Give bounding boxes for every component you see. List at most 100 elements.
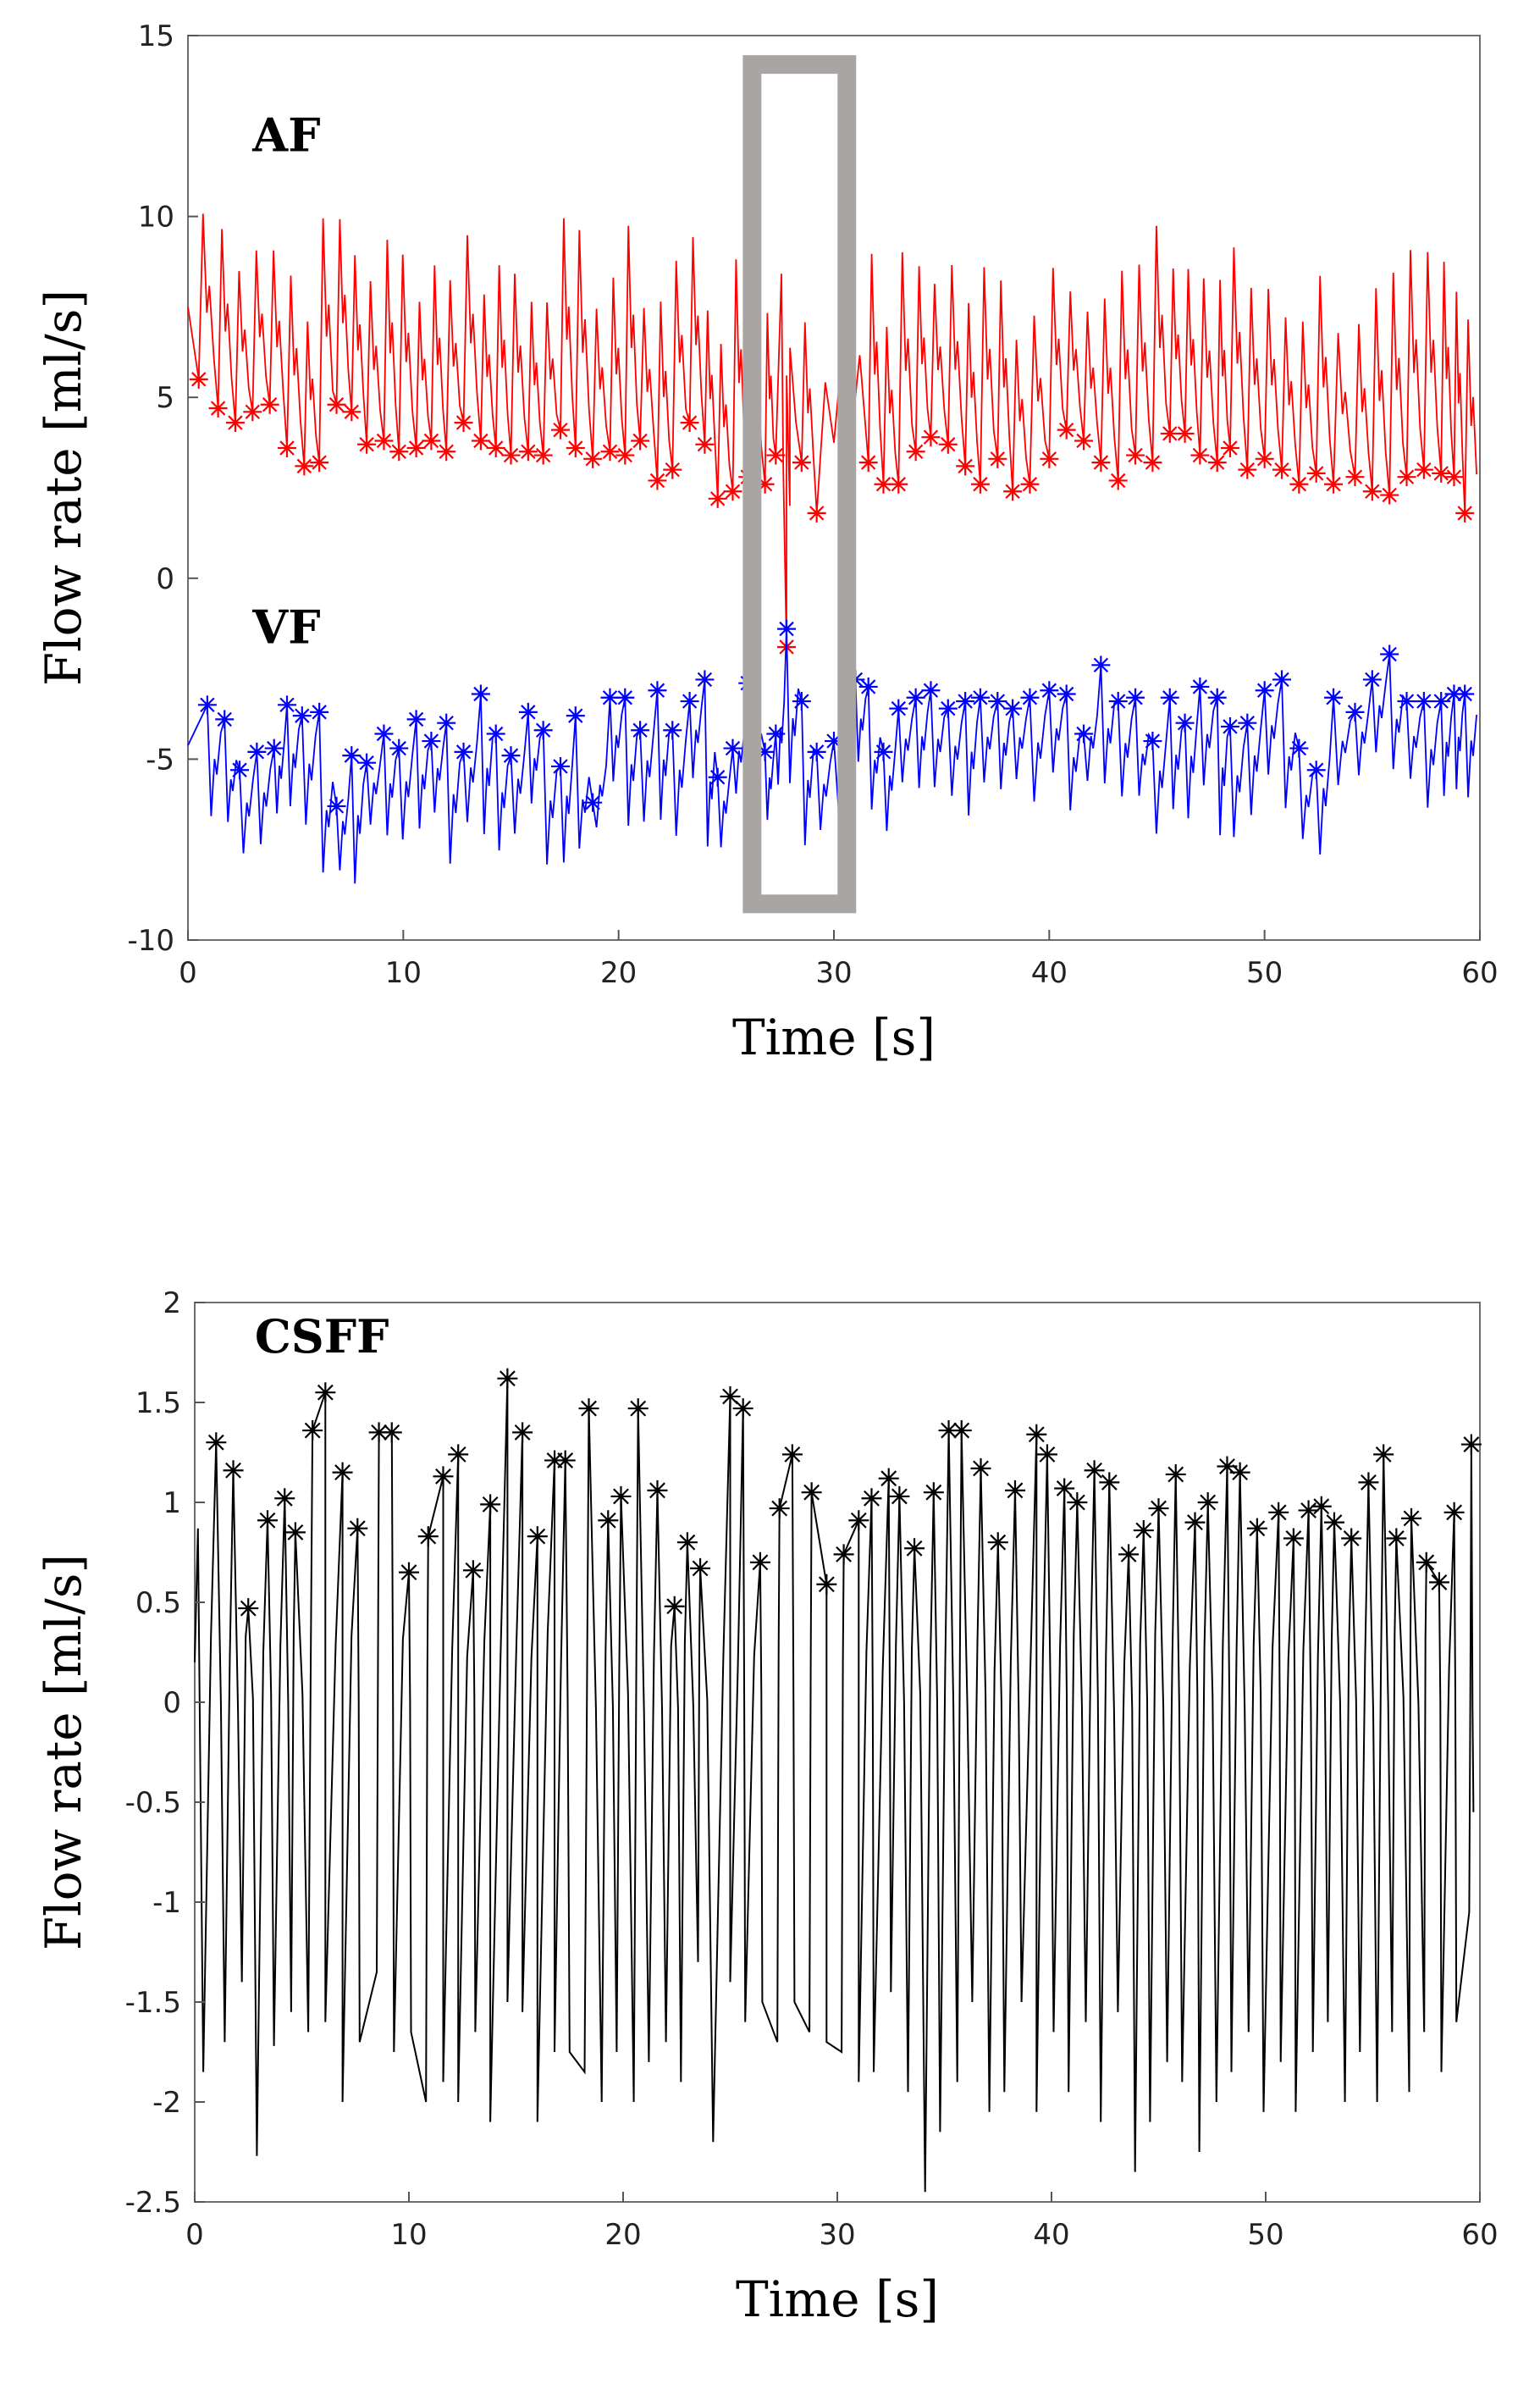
y-tick-label: 10 (138, 201, 174, 235)
marker-star (749, 1551, 770, 1573)
marker-star (1289, 474, 1309, 494)
marker-star (598, 1510, 619, 1531)
plot-series (187, 213, 1477, 884)
marker-star (238, 1598, 259, 1619)
marker-star (208, 399, 228, 418)
x-axis-label: Time [s] (736, 2271, 939, 2328)
y-tick-label: 0.5 (135, 1586, 181, 1620)
marker-star (1160, 688, 1179, 707)
marker-star (647, 1480, 668, 1501)
marker-star (1220, 439, 1239, 458)
y-tick-label: -5 (146, 743, 174, 777)
af-series-label: AF (251, 108, 320, 163)
marker-star (676, 1532, 698, 1553)
marker-star (310, 702, 329, 722)
marker-star (264, 738, 284, 758)
marker-star (664, 1596, 685, 1617)
marker-star (260, 395, 279, 414)
marker-star (631, 431, 650, 451)
marker-star (723, 482, 742, 501)
y-tick-label: -1 (152, 1886, 181, 1920)
x-tick-label: 20 (600, 956, 637, 990)
marker-star (1324, 688, 1344, 707)
marker-star (615, 445, 635, 465)
marker-star (1455, 503, 1475, 523)
marker-star (766, 724, 786, 744)
marker-star (1020, 688, 1040, 707)
marker-star (1108, 471, 1128, 490)
x-tick-label: 30 (815, 956, 852, 990)
y-axis-ticks: -2.5 -2 -1.5 -1 -0.5 0 0.5 1 1.5 2 (125, 1286, 205, 2220)
marker-star (471, 431, 490, 451)
marker-star (1036, 1444, 1057, 1465)
af-vf-chart: 0 10 20 30 40 50 60 -10 -5 0 5 10 15 AF VF Time [s]… (35, 19, 1499, 1066)
y-axis-ticks: -10 -5 0 5 10 15 (127, 19, 198, 958)
marker-star (663, 460, 682, 479)
marker-star (1003, 699, 1023, 718)
y-tick-label: 15 (138, 19, 174, 53)
marker-star (550, 420, 570, 440)
y-tick-label: 1.5 (135, 1386, 181, 1420)
marker-star (583, 793, 603, 812)
marker-star (1311, 1496, 1332, 1517)
x-tick-label: 10 (385, 956, 422, 990)
marker-star (277, 695, 296, 715)
marker-star (956, 692, 975, 711)
marker-star (347, 1518, 368, 1539)
x-tick-label: 50 (1247, 2218, 1283, 2252)
marker-star (197, 695, 217, 715)
marker-star (497, 1368, 518, 1389)
marker-star (389, 442, 409, 462)
marker-star (578, 1398, 599, 1419)
marker-star (1190, 445, 1210, 465)
x-tick-label: 20 (604, 2218, 641, 2252)
marker-star (1443, 1502, 1465, 1523)
marker-star (277, 439, 296, 458)
marker-star (550, 756, 570, 776)
marker-star (527, 1526, 548, 1547)
y-axis-label: Flow rate [ml/s] (35, 290, 92, 686)
marker-star (437, 713, 456, 733)
y-tick-label: -0.5 (125, 1786, 181, 1820)
y-tick-label: -2 (152, 2086, 181, 2120)
marker-star (1026, 1424, 1047, 1445)
marker-star (1306, 761, 1326, 780)
marker-star (720, 1386, 741, 1407)
marker-star (327, 395, 346, 414)
marker-star (555, 1450, 576, 1471)
y-axis-label: Flow rate [ml/s] (35, 1554, 92, 1950)
marker-star (755, 742, 775, 761)
marker-star (462, 1560, 483, 1581)
marker-star (1362, 482, 1382, 501)
x-tick-label: 40 (1031, 956, 1068, 990)
y-tick-label: -10 (127, 924, 174, 958)
plot-series (194, 1368, 1482, 2193)
marker-star (1091, 453, 1111, 473)
marker-star (921, 428, 941, 447)
marker-star (708, 767, 727, 787)
marker-star (1160, 423, 1179, 443)
marker-star (1054, 1478, 1075, 1499)
marker-star (695, 434, 715, 454)
plot-frame (194, 1302, 1481, 2203)
x-tick-label: 60 (1461, 956, 1498, 990)
marker-star (422, 431, 441, 451)
marker-star (327, 796, 346, 816)
marker-star (988, 692, 1007, 711)
marker-star (1432, 463, 1451, 483)
marker-star (315, 1382, 336, 1403)
marker-star (648, 681, 667, 700)
x-axis-ticks: 0 10 20 30 40 50 60 (179, 930, 1499, 990)
marker-star (357, 753, 377, 772)
marker-star (951, 1420, 972, 1441)
marker-star (732, 1398, 753, 1419)
marker-star (368, 1422, 389, 1443)
marker-star (454, 742, 473, 761)
marker-star (723, 738, 742, 758)
marker-star (956, 456, 975, 476)
vf-series-label: VF (251, 600, 320, 655)
marker-star (1323, 1512, 1344, 1533)
marker-star (1345, 702, 1365, 722)
marker-star (422, 732, 441, 751)
